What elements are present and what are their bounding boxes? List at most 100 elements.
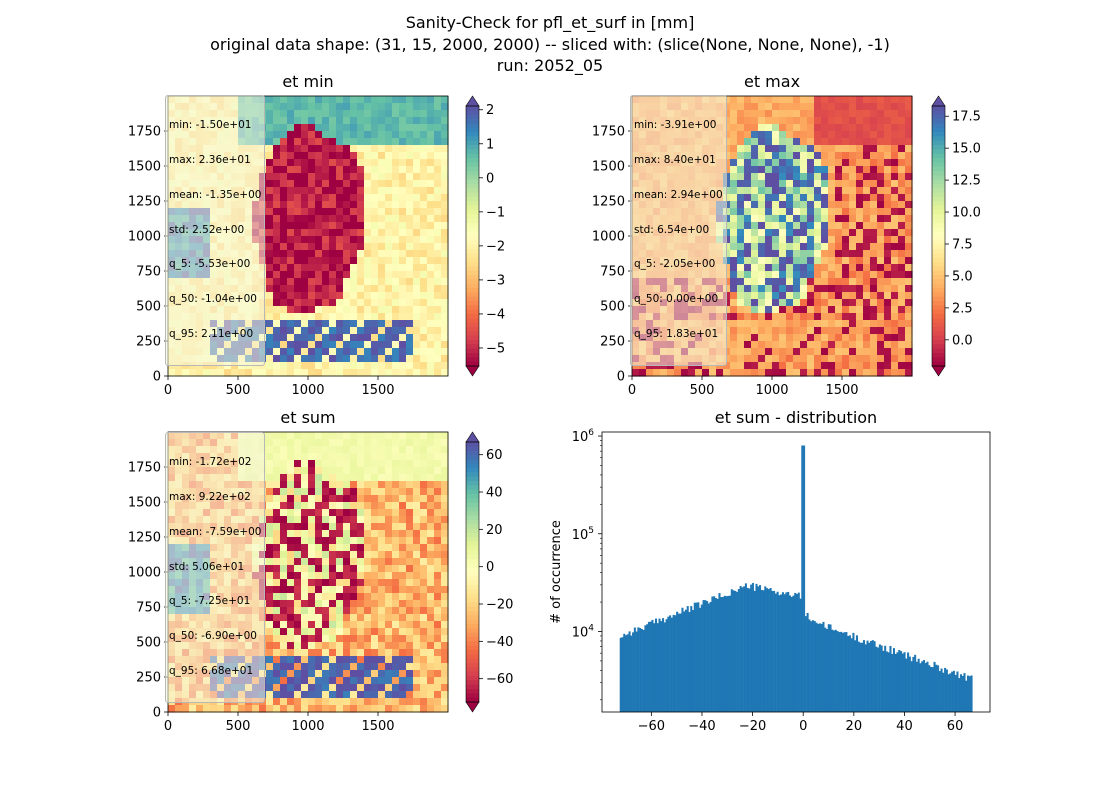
- heatmap-cell: [870, 173, 878, 181]
- heatmap-cell: [814, 201, 822, 209]
- heatmap-cell: [406, 180, 414, 188]
- heatmap-cell: [322, 432, 330, 440]
- colorbar-segment: [932, 119, 945, 124]
- heatmap-cell: [294, 159, 302, 167]
- heatmap-cell: [308, 124, 316, 132]
- heatmap-cell: [301, 110, 309, 118]
- heatmap-cell: [849, 278, 857, 286]
- heatmap-cell: [905, 215, 913, 223]
- heatmap-cell: [420, 649, 428, 657]
- heatmap-cell: [653, 362, 661, 370]
- heatmap-cell: [420, 362, 428, 370]
- heatmap-cell: [350, 117, 358, 125]
- heatmap-cell: [884, 229, 892, 237]
- heatmap-cell: [294, 453, 302, 461]
- heatmap-cell: [266, 362, 274, 370]
- heatmap-cell: [891, 313, 899, 321]
- heatmap-cell: [441, 166, 449, 174]
- heatmap-cell: [870, 327, 878, 335]
- heatmap-cell: [772, 180, 780, 188]
- heatmap-cell: [814, 243, 822, 251]
- heatmap-cell: [751, 306, 759, 314]
- heatmap-cell: [294, 166, 302, 174]
- heatmap-cell: [849, 313, 857, 321]
- heatmap-cell: [392, 621, 400, 629]
- heatmap-cell: [807, 131, 815, 139]
- heatmap-cell: [800, 292, 808, 300]
- heatmap-cell: [898, 369, 906, 377]
- heatmap-cell: [385, 593, 393, 601]
- heatmap-cell: [427, 509, 435, 517]
- y-tick-label: 0: [617, 370, 625, 385]
- heatmap-cell: [371, 271, 379, 279]
- heatmap-cell: [378, 628, 386, 636]
- heatmap-cell: [280, 432, 288, 440]
- heatmap-cell: [343, 572, 351, 580]
- heatmap-cell: [350, 208, 358, 216]
- heatmap-cell: [301, 453, 309, 461]
- heatmap-cell: [723, 320, 731, 328]
- heatmap-cell: [406, 264, 414, 272]
- heatmap-cell: [385, 236, 393, 244]
- heatmap-cell: [385, 530, 393, 538]
- heatmap-cell: [350, 187, 358, 195]
- heatmap-cell: [350, 439, 358, 447]
- heatmap-cell: [849, 369, 857, 377]
- heatmap-cell: [315, 292, 323, 300]
- heatmap-cell: [350, 306, 358, 314]
- heatmap-cell: [420, 187, 428, 195]
- heatmap-cell: [280, 369, 288, 377]
- heatmap-cell: [266, 229, 274, 237]
- colorbar-segment: [932, 301, 945, 306]
- heatmap-cell: [420, 124, 428, 132]
- heatmap-cell: [322, 215, 330, 223]
- heatmap-cell: [308, 320, 316, 328]
- heatmap-cell: [392, 593, 400, 601]
- heatmap-cell: [863, 145, 871, 153]
- heatmap-cell: [420, 481, 428, 489]
- heatmap-cell: [322, 173, 330, 181]
- heatmap-cell: [420, 677, 428, 685]
- heatmap-cell: [329, 215, 337, 223]
- heatmap-cell: [441, 124, 449, 132]
- heatmap-cell: [301, 208, 309, 216]
- heatmap-cell: [793, 313, 801, 321]
- heatmap-cell: [413, 495, 421, 503]
- heatmap-cell: [814, 285, 822, 293]
- heatmap-cell: [639, 369, 647, 377]
- heatmap-cell: [357, 285, 365, 293]
- heatmap-cell: [765, 103, 773, 111]
- heatmap-cell: [371, 537, 379, 545]
- heatmap-cell: [744, 348, 752, 356]
- heatmap-cell: [350, 96, 358, 104]
- heatmap-cell: [856, 243, 864, 251]
- heatmap-cell: [737, 110, 745, 118]
- heatmap-cell: [870, 271, 878, 279]
- heatmap-cell: [371, 530, 379, 538]
- heatmap-cell: [772, 131, 780, 139]
- heatmap-cell: [807, 145, 815, 153]
- heatmap-cell: [329, 537, 337, 545]
- colorbar-segment: [932, 175, 945, 181]
- heatmap-cell: [420, 173, 428, 181]
- heatmap-cell: [413, 117, 421, 125]
- heatmap-cell: [280, 544, 288, 552]
- heatmap-cell: [308, 348, 316, 356]
- heatmap-cell: [730, 173, 738, 181]
- heatmap-cell: [828, 194, 836, 202]
- heatmap-cell: [849, 264, 857, 272]
- heatmap-cell: [280, 691, 288, 699]
- heatmap-cell: [441, 215, 449, 223]
- heatmap-cell: [287, 208, 295, 216]
- heatmap-cell: [301, 600, 309, 608]
- heatmap-cell: [821, 180, 829, 188]
- heatmap-cell: [723, 292, 731, 300]
- heatmap-cell: [357, 131, 365, 139]
- heatmap-cell: [301, 705, 309, 713]
- heatmap-cell: [891, 173, 899, 181]
- heatmap-cell: [420, 628, 428, 636]
- heatmap-cell: [814, 152, 822, 160]
- heatmap-cell: [870, 299, 878, 307]
- heatmap-cell: [842, 299, 850, 307]
- heatmap-cell: [870, 124, 878, 132]
